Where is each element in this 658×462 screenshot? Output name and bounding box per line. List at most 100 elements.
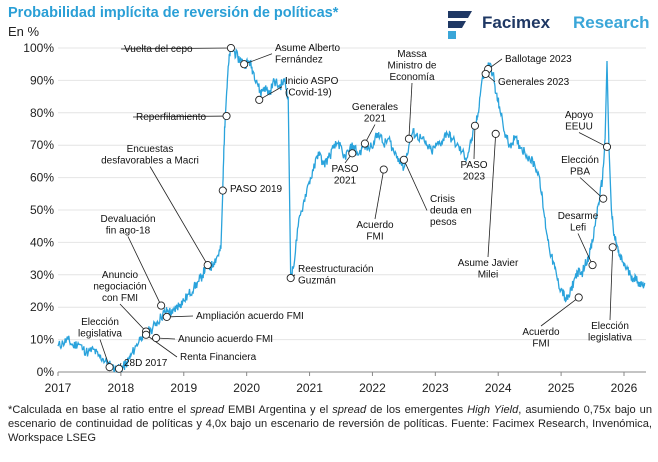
annotation-label-line: pesos [430, 217, 457, 228]
annotation-label-line: EEUU [565, 122, 593, 133]
annotation-leader [408, 82, 413, 139]
annotation-marker [157, 301, 166, 310]
x-tick-label: 2021 [296, 381, 323, 395]
chart-title: Probabilidad implícita de reversión de p… [8, 5, 339, 21]
annotation-marker [602, 142, 612, 151]
annotation-label-line: Desarme [558, 211, 599, 222]
x-tick-label: 2025 [548, 381, 575, 395]
x-tick-label: 2018 [108, 381, 135, 395]
annotation-label-line: 2021 [364, 114, 387, 125]
footnote-italic-2: spread [332, 404, 367, 416]
annotation-label: Inicio ASPO (Covid-19) [285, 76, 339, 99]
y-tick-label: 50% [30, 203, 54, 217]
y-tick-label: 0% [37, 365, 55, 379]
footnote-part-4: , asumiendo 0,75x bajo un escenario de c… [8, 404, 653, 444]
annotation-leader [578, 132, 608, 148]
annotation-label-line: Anuncio acuerdo FMI [178, 334, 273, 345]
annotation-label: Asume Javier Milei [458, 258, 519, 281]
annotation-leader [145, 334, 178, 358]
annotation-label: Renta Financiera [180, 352, 257, 363]
axes-layer: 0% 10% 20% 30% 40% 50% 60% 70% 80% 90% 100% 2017 201… [23, 41, 646, 395]
annotation-leader [374, 169, 385, 220]
annotation-label-line: 2023 [463, 172, 486, 183]
annotation-label-line: deuda en [430, 206, 472, 217]
annotation-marker [218, 186, 227, 195]
annotation-label-line: FMI [532, 339, 549, 350]
annotation-label-line: Fernández [275, 55, 323, 66]
footnote-italic-3: High Yield [467, 404, 519, 416]
annotation-label-line: Crisis [430, 194, 455, 205]
annotation-label-line: (Covid-19) [285, 88, 332, 99]
annotation-label-line: desfavorables a Macri [101, 156, 199, 167]
annotation-label-line: Ballotage 2023 [505, 54, 572, 65]
annotation-marker [226, 43, 235, 53]
annotation-marker [470, 121, 479, 130]
annotation-marker [481, 69, 490, 78]
annotation-label: Anuncio negociación con FMI [93, 270, 146, 304]
annotation-label: Elección PBA [561, 155, 599, 178]
annotation-leader [540, 297, 579, 327]
annotation-label: PASO 2021 [331, 164, 358, 187]
annotation-label-line: Apoyo [565, 110, 594, 121]
y-axis-unit-label: En % [8, 24, 40, 39]
annotation-label: Elección legislativa [588, 321, 632, 344]
annotation-label: Reestructuración Guzmán [298, 264, 374, 287]
annotation-label-line: PASO [460, 160, 487, 171]
annotation-label: Apoyo EEUU [565, 110, 594, 133]
annotation-leader [487, 133, 497, 258]
annotation-marker [255, 95, 264, 104]
annotation-marker [491, 129, 500, 138]
x-tick-label: 2022 [359, 381, 386, 395]
annotation-label-line: Acuerdo [356, 220, 394, 231]
facimex-logo-icon [448, 11, 472, 39]
annotation-label-line: Elección [81, 317, 119, 328]
footnote-italic-1: spread [190, 404, 225, 416]
y-tick-label: 100% [23, 41, 54, 55]
series-layer [57, 47, 646, 373]
annotation-marker [599, 194, 608, 203]
annotation-marker [222, 111, 231, 121]
annotation-label-line: FMI [366, 232, 383, 243]
annotation-label-line: Acuerdo [522, 327, 560, 338]
annotation-label: Ampliación acuerdo FMI [196, 311, 304, 322]
annotation-leader [403, 159, 428, 211]
annotation-label-line: 28D 2017 [124, 358, 168, 369]
annotation-leader [609, 247, 614, 321]
annotation-leader [149, 166, 209, 266]
y-tick-label: 40% [30, 235, 54, 249]
annotation-marker [162, 312, 171, 321]
annotation-label-line: Generales [352, 102, 398, 113]
annotation-label-line: Asume Alberto [275, 43, 340, 54]
annotation-label-line: Vuelta del cepo [124, 44, 193, 55]
grid-layer [58, 47, 646, 373]
annotation-leader [99, 339, 110, 368]
annotation-label: Anuncio acuerdo FMI [178, 334, 273, 345]
annotation-label-line: fin ago-18 [106, 226, 151, 237]
annotation-leader [120, 47, 231, 50]
y-tick-label: 10% [30, 333, 54, 347]
annotation-label-line: Generales 2023 [498, 77, 570, 88]
x-tick-label: 2026 [611, 381, 638, 395]
annotation-label-line: Economía [389, 72, 434, 83]
annotation-label-line: Milei [478, 270, 499, 281]
annotation-leader [577, 233, 593, 266]
annotation-leader [579, 177, 604, 199]
annotation-marker [203, 261, 212, 270]
annotation-label-line: legislativa [588, 333, 632, 344]
annotation-label: Encuestas desfavorables a Macri [101, 144, 199, 167]
x-tick-label: 2017 [45, 381, 72, 395]
annotation-label-line: PASO 2019 [230, 184, 283, 195]
annotation-leader [244, 53, 273, 65]
annotation-leader [127, 236, 162, 306]
x-tick-label: 2019 [170, 381, 197, 395]
y-tick-label: 20% [30, 300, 54, 314]
annotation-label: Crisis deuda en pesos [430, 194, 472, 228]
annotation-label: Massa Ministro de Economía [388, 49, 437, 83]
annotation-label-line: Elección [591, 321, 629, 332]
y-tick-label: 70% [30, 138, 54, 152]
annotation-label: PASO 2019 [230, 184, 283, 195]
annotation-marker [379, 165, 388, 174]
annotation-marker [608, 243, 617, 252]
annotation-label-line: Reestructuración [298, 264, 374, 275]
